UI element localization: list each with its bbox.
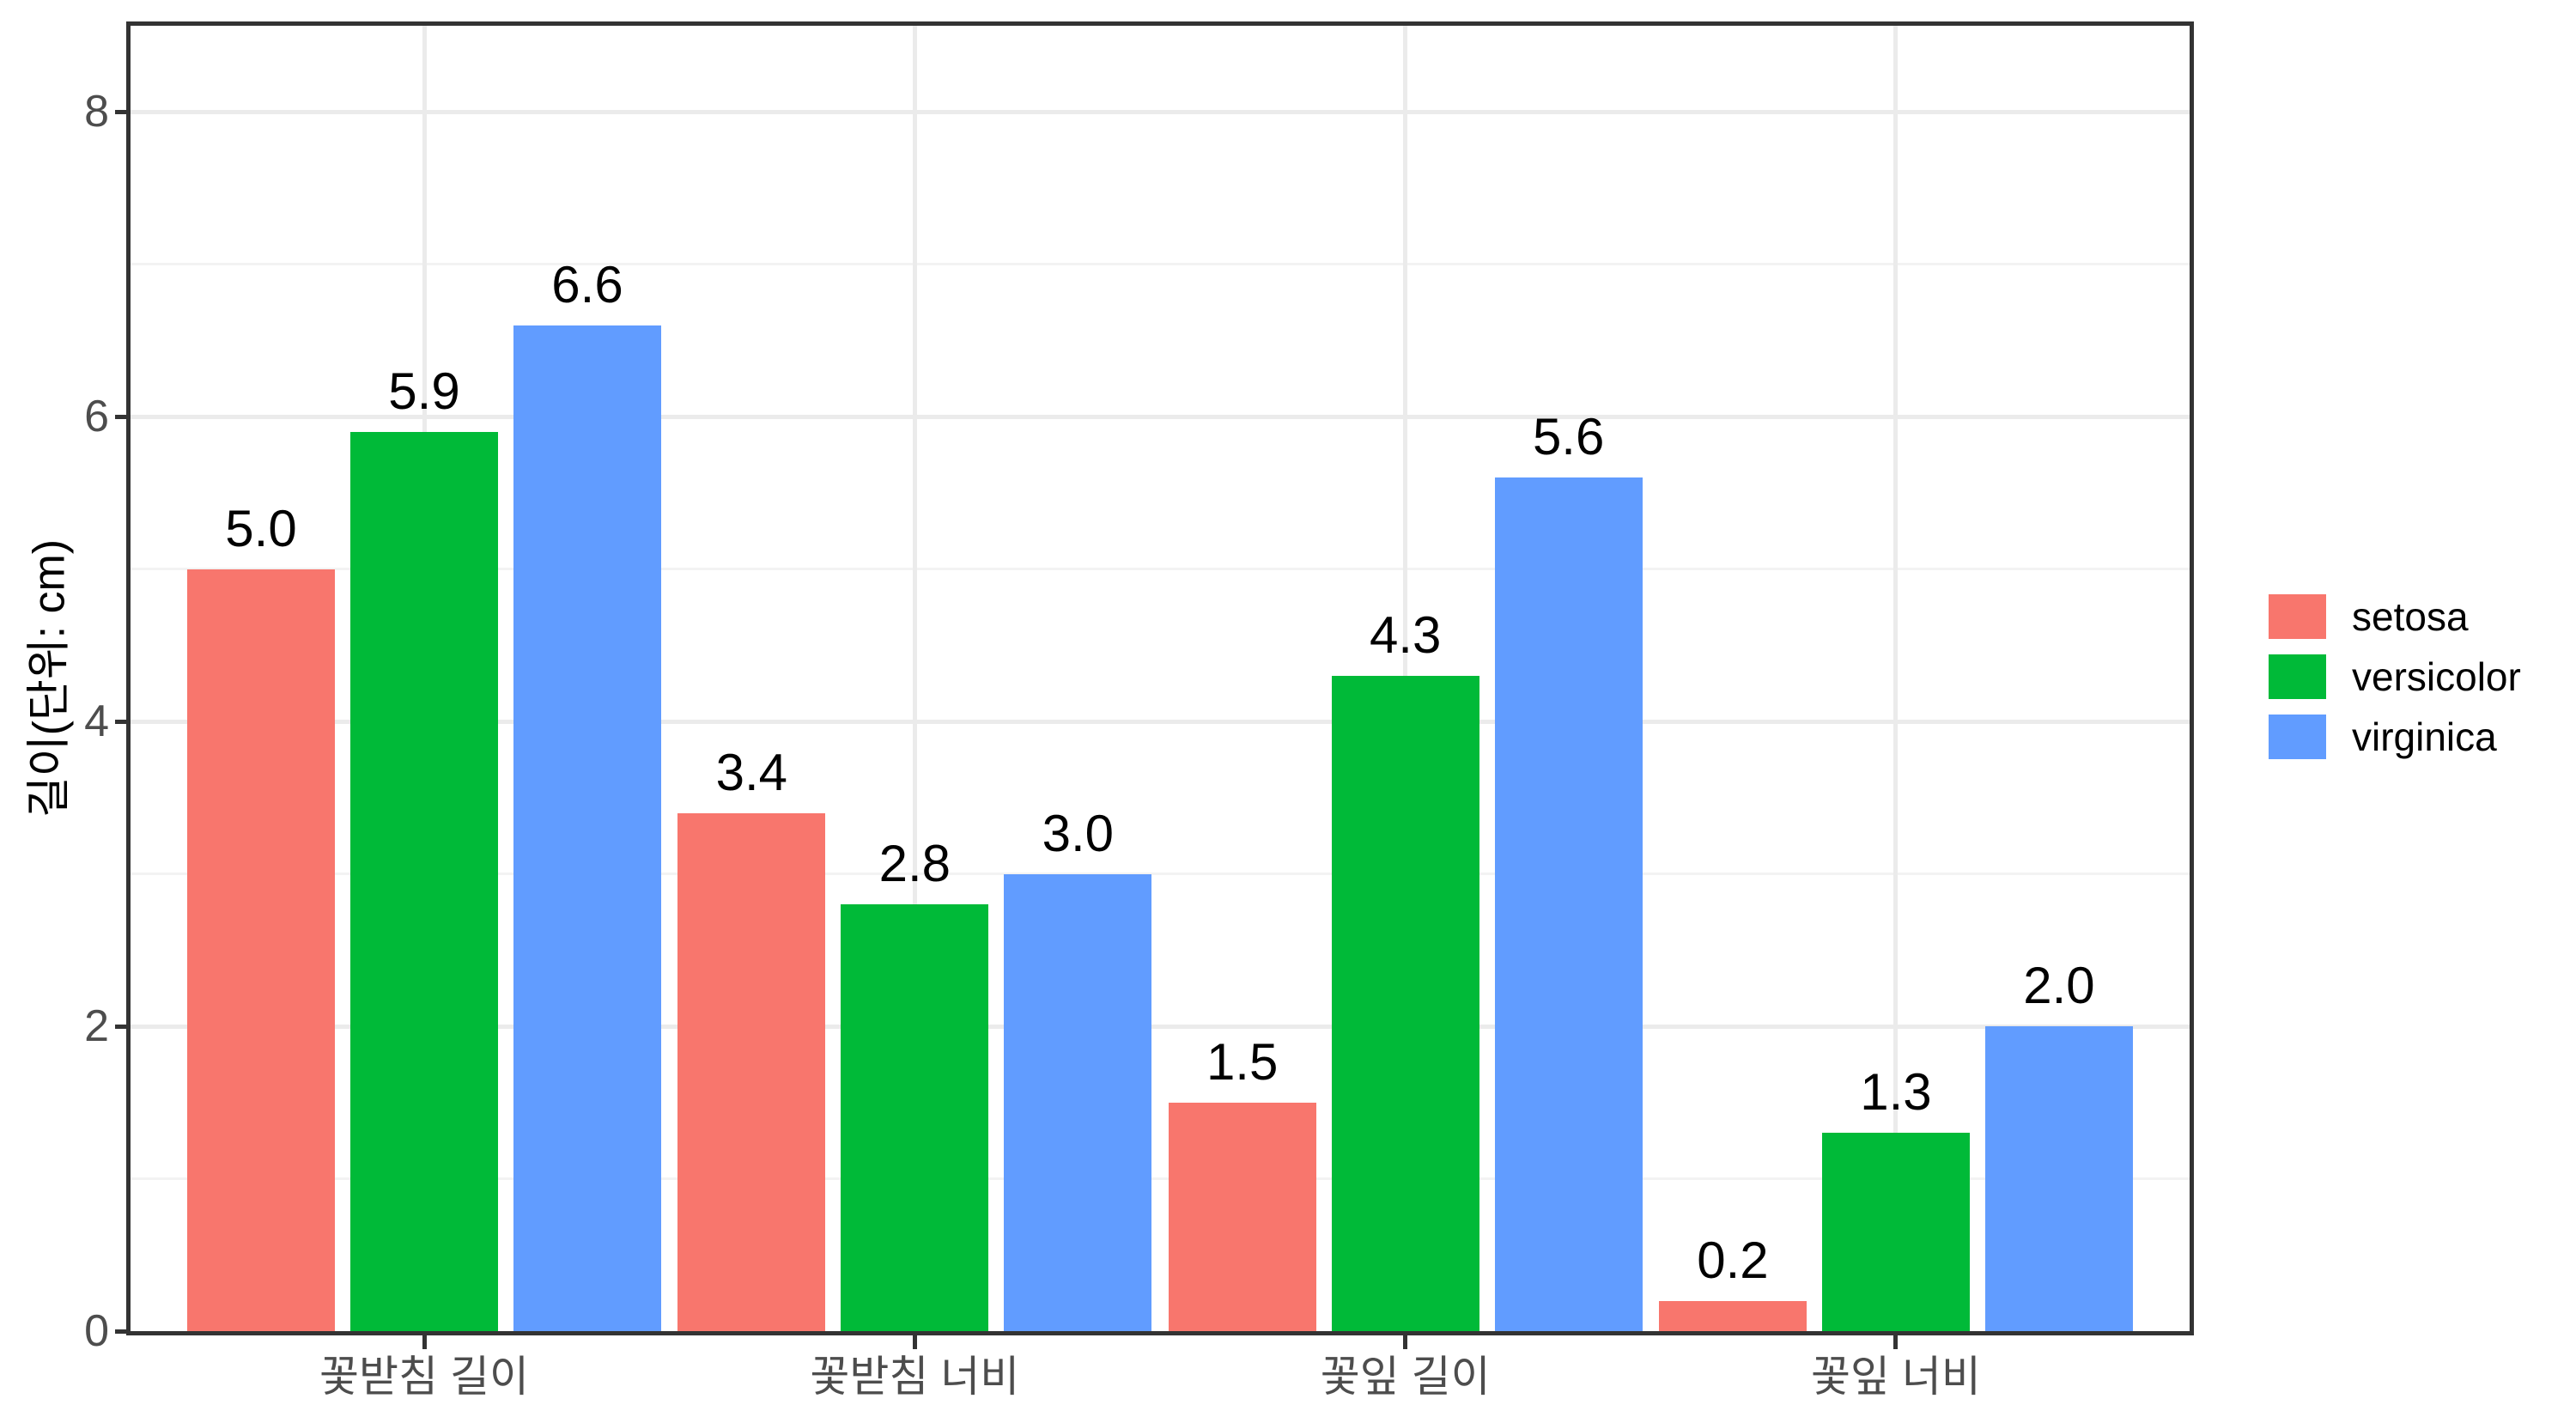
bar-value-label: 1.3 [1860, 1063, 1932, 1122]
bar-value-label: 1.5 [1206, 1032, 1279, 1091]
bar-versicolor [1331, 675, 1479, 1331]
minor-gridline [131, 873, 2190, 875]
bar-value-label: 5.9 [388, 362, 460, 420]
minor-gridline [131, 263, 2190, 265]
legend-swatch-versicolor [2269, 654, 2326, 699]
bar-versicolor [350, 431, 498, 1331]
bar-value-label: 0.2 [1697, 1231, 1769, 1289]
y-axis-tick [115, 1024, 131, 1029]
legend-label: versicolor [2352, 654, 2521, 699]
legend-swatch-virginica [2269, 715, 2326, 759]
legend-label: virginica [2352, 715, 2497, 759]
vertical-gridline [1893, 26, 1899, 1331]
major-gridline [131, 1024, 2190, 1029]
y-axis-tick [115, 1329, 131, 1334]
vertical-gridline [912, 26, 917, 1331]
y-axis-tick-label: 4 [84, 696, 109, 746]
legend-item: versicolor [2269, 654, 2521, 699]
bar-virginica [513, 325, 661, 1331]
bar-value-label: 3.4 [715, 743, 788, 801]
x-axis-category-label: 꽃받침 너비 [810, 1353, 1020, 1401]
x-axis-tick [1403, 1335, 1408, 1349]
x-axis-tick [1893, 1335, 1899, 1349]
plot-panel: 5.0 5.9 6.6 3.4 2.8 3.0 1.5 4.3 5.6 0.2 1.3 2.0 [131, 26, 2190, 1331]
x-axis-category-label: 꽃잎 길이 [1320, 1353, 1491, 1401]
y-axis-tick [115, 719, 131, 724]
y-axis-tick-label: 8 [84, 87, 109, 137]
legend-swatch-setosa [2269, 594, 2326, 639]
legend: setosa versicolor virginica [2269, 594, 2521, 775]
y-axis-tick-label: 6 [84, 392, 109, 441]
y-axis-tick-label: 2 [84, 1001, 109, 1051]
x-axis-tick [912, 1335, 917, 1349]
minor-gridline [131, 568, 2190, 570]
legend-label: setosa [2352, 594, 2469, 639]
legend-item: setosa [2269, 594, 2521, 639]
x-axis-category-label: 꽃잎 너비 [1811, 1353, 1981, 1401]
bar-value-label: 5.6 [1532, 408, 1605, 465]
bar-virginica [1984, 1026, 2133, 1331]
y-axis-tick-label: 0 [84, 1306, 109, 1356]
bar-virginica [1494, 477, 1643, 1331]
bar-value-label: 6.6 [551, 255, 623, 313]
y-axis-tick [115, 109, 131, 114]
bar-setosa [187, 569, 335, 1331]
y-axis-tick [115, 414, 131, 419]
bar-value-label: 2.8 [878, 835, 951, 892]
bar-setosa [1658, 1300, 1807, 1331]
y-axis-title: 길이(단위: cm) [24, 538, 75, 818]
bar-setosa [677, 812, 826, 1331]
major-gridline [131, 719, 2190, 724]
bar-setosa [1168, 1102, 1316, 1331]
x-axis-tick [422, 1335, 427, 1349]
major-gridline [131, 414, 2190, 419]
bar-value-label: 4.3 [1369, 605, 1442, 664]
bar-value-label: 3.0 [1042, 804, 1115, 862]
bar-value-label: 2.0 [2023, 957, 2095, 1014]
bar-versicolor [1821, 1133, 1970, 1331]
bar-versicolor [841, 904, 989, 1331]
minor-gridline [131, 1177, 2190, 1180]
major-gridline [131, 109, 2190, 114]
x-axis-category-label: 꽃받침 길이 [319, 1353, 529, 1401]
legend-item: virginica [2269, 715, 2521, 759]
bar-virginica [1004, 873, 1152, 1331]
bar-value-label: 5.0 [225, 499, 297, 557]
